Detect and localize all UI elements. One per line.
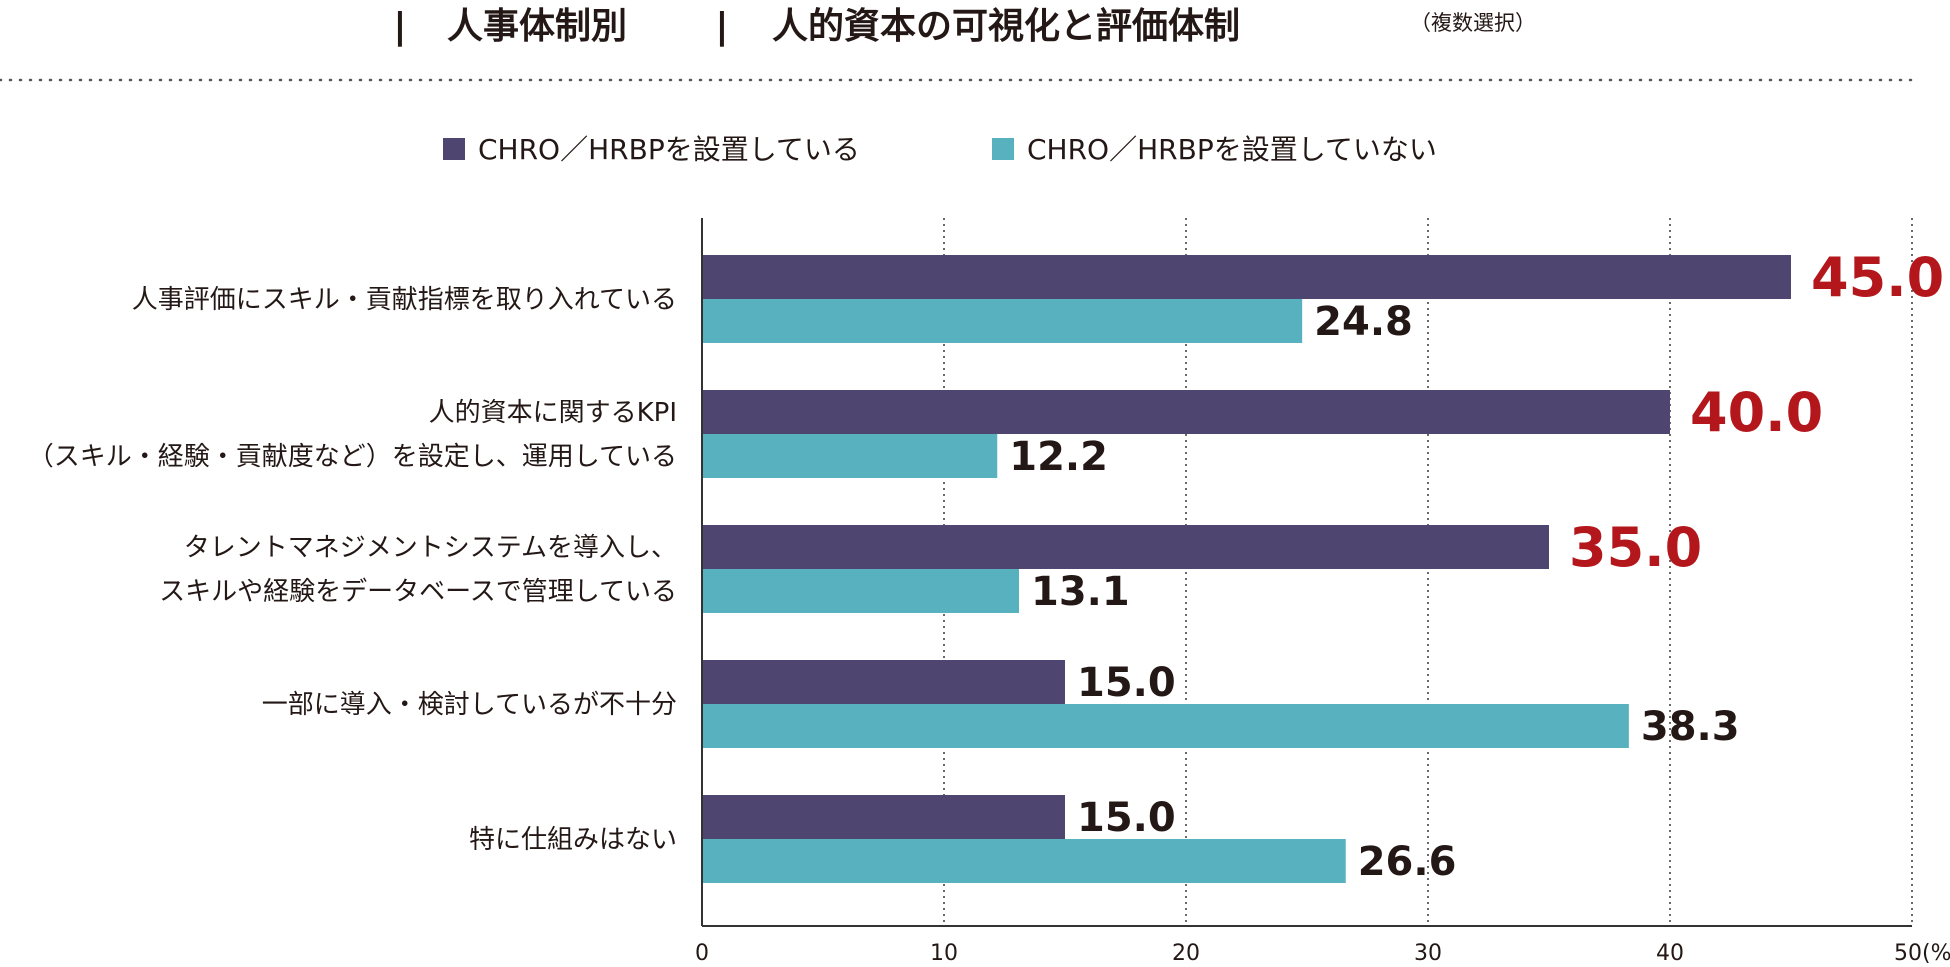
bars: 45.0 24.8 40.0 12.2 35.0 13.1 15.0 38.3 15.0 26.6 [702,246,1944,885]
tick-label: 20 [1172,941,1200,966]
bar-series1 [702,255,1791,299]
bar-series1 [702,390,1670,434]
tick-label: 50 [1894,941,1922,966]
category-label: スキルや経験をデータベースで管理している [159,577,677,607]
data-label: 26.6 [1358,839,1457,885]
header-section: 人事体制別 [447,6,627,47]
tick-label: 30 [1414,941,1442,966]
chart-title: 人的資本の可視化と評価体制 [772,6,1240,47]
header-bar-mid: | [715,6,728,47]
tick-label: 40 [1656,941,1684,966]
chart-header: | 人事体制別 | 人的資本の可視化と評価体制 （複数選択） [393,6,1536,47]
bar-series1 [702,795,1065,839]
data-label: 12.2 [1009,434,1108,480]
legend-swatch [992,138,1014,160]
bar-series1 [702,660,1065,704]
bar-series2 [702,569,1020,613]
x-axis: 0 10 20 30 40 50(%) [695,218,1950,966]
data-label: 24.8 [1314,299,1413,345]
bar-series2 [702,839,1346,883]
category-label: タレントマネジメントシステムを導入し、 [184,533,677,563]
bar-series1 [702,525,1549,569]
legend-swatch [443,138,465,160]
legend: CHRO／HRBPを設置している CHRO／HRBPを設置していない [443,133,1437,166]
unit-label: (%) [1922,941,1950,966]
tick-label: 0 [695,941,709,966]
header-note: （複数選択） [1410,11,1536,35]
category-label: 人事評価にスキル・貢献指標を取り入れている [132,285,677,315]
header-bar-left: | [393,6,406,47]
category-label: 一部に導入・検討しているが不十分 [262,690,677,720]
data-label: 35.0 [1569,516,1702,579]
category-label: 特に仕組みはない [469,825,677,855]
legend-label: CHRO／HRBPを設置している [478,133,860,166]
bar-series2 [702,704,1629,748]
data-label: 15.0 [1077,660,1176,706]
bar-series2 [702,299,1303,343]
category-label: （スキル・経験・貢献度など）を設定し、運用している [28,442,677,472]
data-label: 45.0 [1811,246,1944,309]
data-label: 13.1 [1031,569,1130,615]
data-label: 40.0 [1690,381,1823,444]
category-label: 人的資本に関するKPI [429,398,677,428]
bar-series2 [702,434,998,478]
tick-label: 10 [930,941,958,966]
data-label: 38.3 [1641,704,1740,750]
data-label: 15.0 [1077,795,1176,841]
legend-label: CHRO／HRBPを設置していない [1027,133,1437,166]
